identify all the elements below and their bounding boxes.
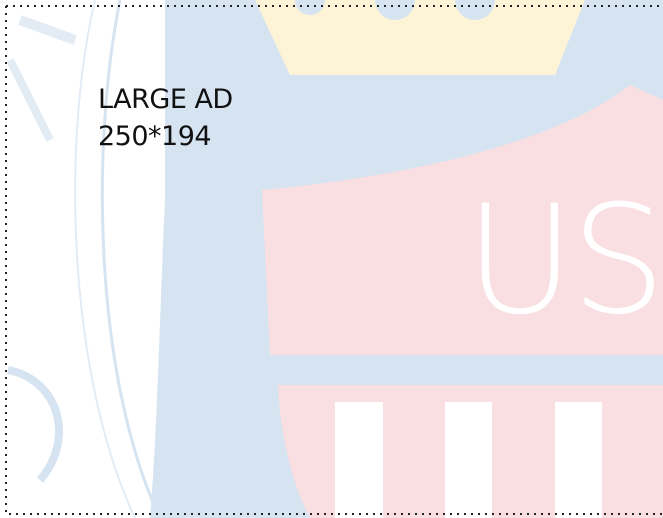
letter-fragment [6, 58, 54, 142]
emblem: US [6, 0, 663, 518]
crown-jewel [295, 0, 325, 15]
letter-fragment [18, 15, 77, 45]
ad-border [5, 5, 663, 515]
ad-label: LARGE AD [98, 84, 233, 115]
emblem-text: US [465, 174, 662, 348]
ring-outline [74, 0, 136, 518]
stripe [335, 402, 383, 518]
letter-fragment [7, 366, 63, 483]
crown [255, 0, 585, 75]
stripe [555, 402, 602, 518]
crown-jewel [375, 0, 415, 20]
ad-size: 250*194 [98, 121, 211, 152]
stripe [445, 402, 492, 518]
shield-top [262, 85, 663, 355]
ring-outline [100, 0, 162, 518]
crown-jewel [455, 0, 495, 20]
